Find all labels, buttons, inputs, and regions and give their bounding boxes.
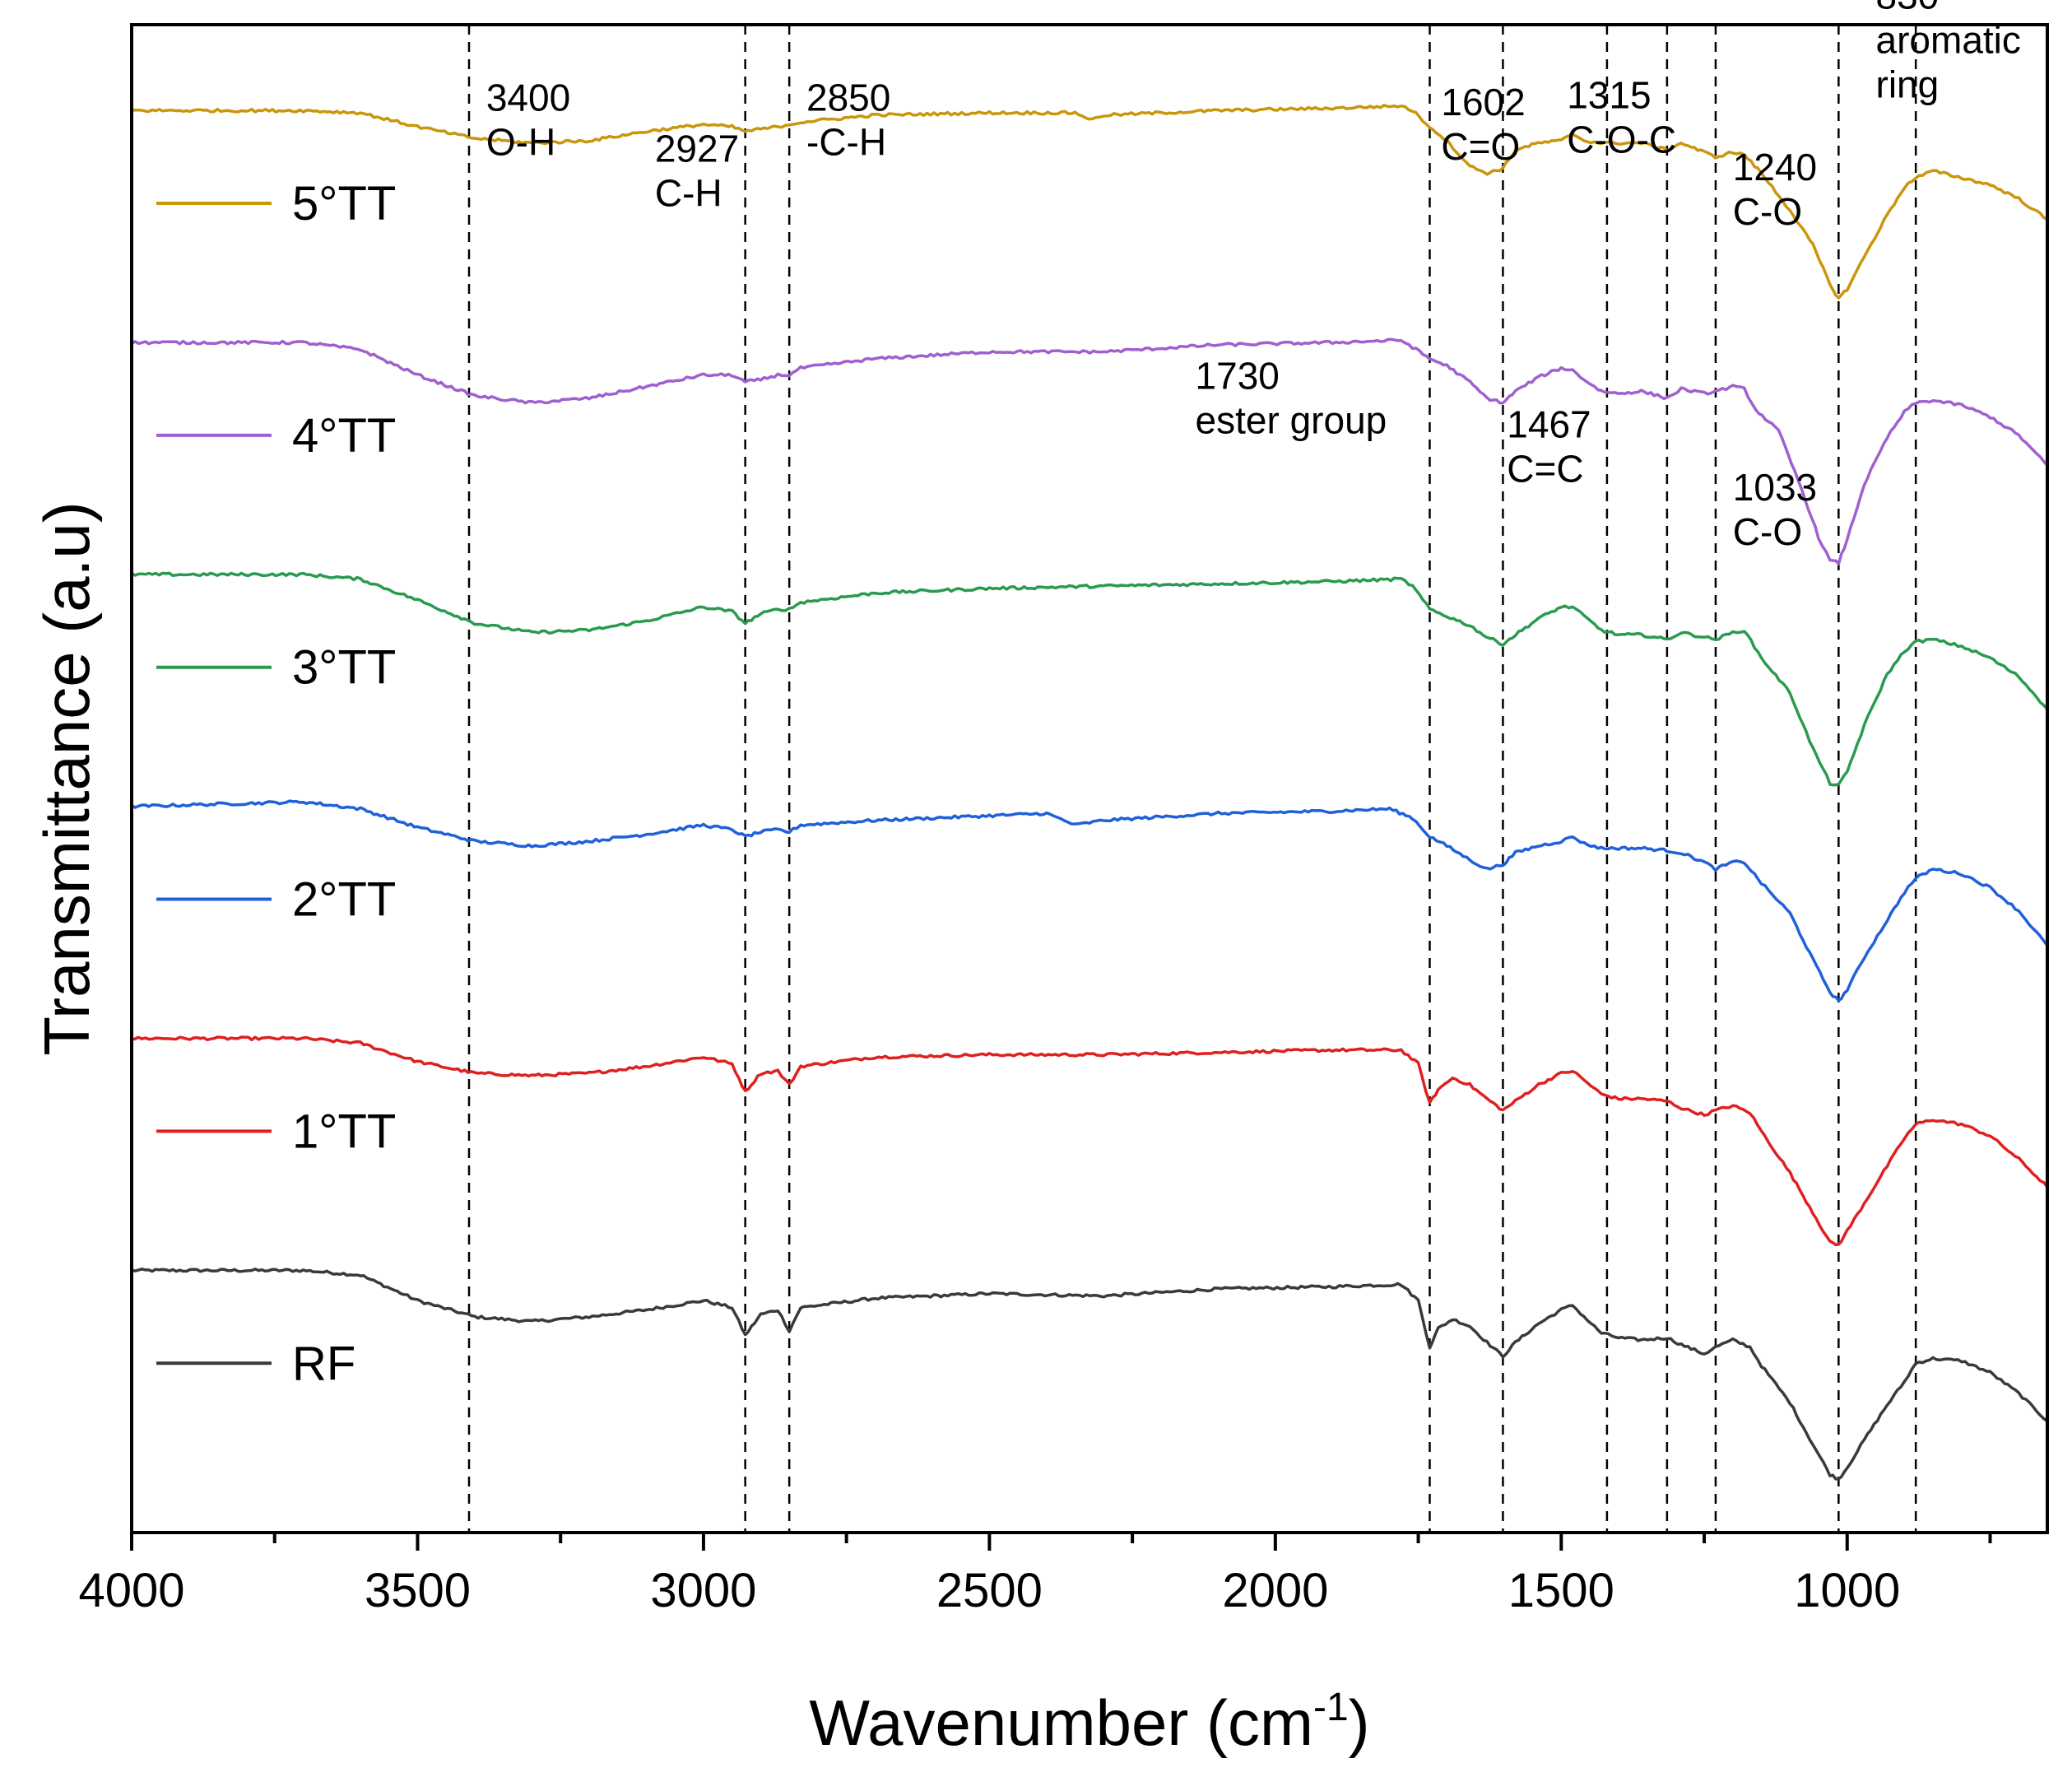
- legend-label-5tt: 5°TT: [292, 177, 396, 230]
- legend: RF 1°TT 2°TT 3°TT 4°TT 5°TT: [156, 177, 396, 1390]
- annotation-line: C=O: [1441, 125, 1520, 168]
- series-line-5tt: [131, 104, 2048, 300]
- peak-annotation: 2850 -C-H: [806, 76, 890, 163]
- peak-annotation: 3400 O-H: [486, 76, 570, 163]
- series-line-3tt: [131, 571, 2049, 787]
- legend-label-4tt: 4°TT: [292, 409, 396, 463]
- annotation-line: 2850: [806, 76, 890, 119]
- series-lines: [131, 104, 2049, 1481]
- x-tick-label: 1000: [1794, 1564, 1900, 1617]
- annotation-line: 1315: [1567, 73, 1651, 116]
- x-tick-label: 4000: [78, 1564, 184, 1617]
- peak-annotation: 1240 C-O: [1733, 146, 1817, 233]
- annotation-line: C=C: [1507, 448, 1583, 491]
- annotation-line: O-H: [486, 120, 555, 163]
- peak-annotation: 1467 C=C: [1507, 403, 1591, 491]
- annotation-line: C-H: [655, 171, 722, 214]
- x-tick-label: 3500: [365, 1564, 471, 1617]
- peak-annotation: 2927 C-H: [655, 127, 739, 214]
- peak-annotation: 1602 C=O: [1441, 81, 1525, 168]
- legend-label-3tt: 3°TT: [292, 641, 396, 695]
- annotation-line: 3400: [486, 76, 570, 119]
- x-ticks: 4000 3500 3000 2500 2000 1500 1000: [78, 1533, 1992, 1617]
- legend-label-2tt: 2°TT: [292, 873, 396, 927]
- annotation-line: aromatic: [1876, 18, 2021, 61]
- peak-annotation: 1730 ester group: [1196, 354, 1387, 441]
- annotation-line: 1602: [1441, 81, 1525, 123]
- annotation-line: -C-H: [806, 120, 886, 163]
- x-tick-label: 3000: [650, 1564, 756, 1617]
- annotation-line: 1033: [1733, 466, 1817, 509]
- annotation-line: C-O-C: [1567, 118, 1676, 160]
- x-tick-label: 1500: [1508, 1564, 1614, 1617]
- annotation-line: C-O: [1733, 190, 1802, 233]
- reference-lines: [467, 25, 1917, 1533]
- legend-label-rf: RF: [292, 1337, 355, 1390]
- peak-annotation: 1033 C-O: [1733, 466, 1817, 553]
- x-tick-label: 2000: [1222, 1564, 1328, 1617]
- series-line-1tt: [131, 1035, 2049, 1247]
- annotation-line: 1240: [1733, 146, 1817, 188]
- plot-frame: [130, 23, 2049, 1534]
- legend-label-1tt: 1°TT: [292, 1105, 396, 1158]
- series-line-4tt: [131, 337, 2049, 565]
- annotation-line: C-O: [1733, 510, 1802, 553]
- annotation-line: 1730: [1196, 354, 1280, 397]
- annotation-line: 2927: [655, 127, 739, 170]
- x-tick-label: 2500: [936, 1564, 1043, 1617]
- annotation-line: 1467: [1507, 403, 1591, 446]
- peak-annotations: 3400 O-H 2927 C-H 2850 -C-H 1602 C=O 1315 C-O-C 12…: [486, 0, 2021, 553]
- annotation-line: ring: [1876, 63, 1940, 105]
- y-axis-title: Transmittance (a.u): [30, 501, 103, 1055]
- annotation-line: ester group: [1196, 398, 1387, 441]
- series-line-2tt: [131, 799, 2049, 1002]
- series-line-rf: [131, 1268, 2049, 1481]
- x-axis-title: Wavenumber (cm-1): [809, 1686, 1369, 1759]
- peak-annotation: 1315 C-O-C: [1567, 73, 1676, 160]
- annotation-line: 830: [1876, 0, 1940, 16]
